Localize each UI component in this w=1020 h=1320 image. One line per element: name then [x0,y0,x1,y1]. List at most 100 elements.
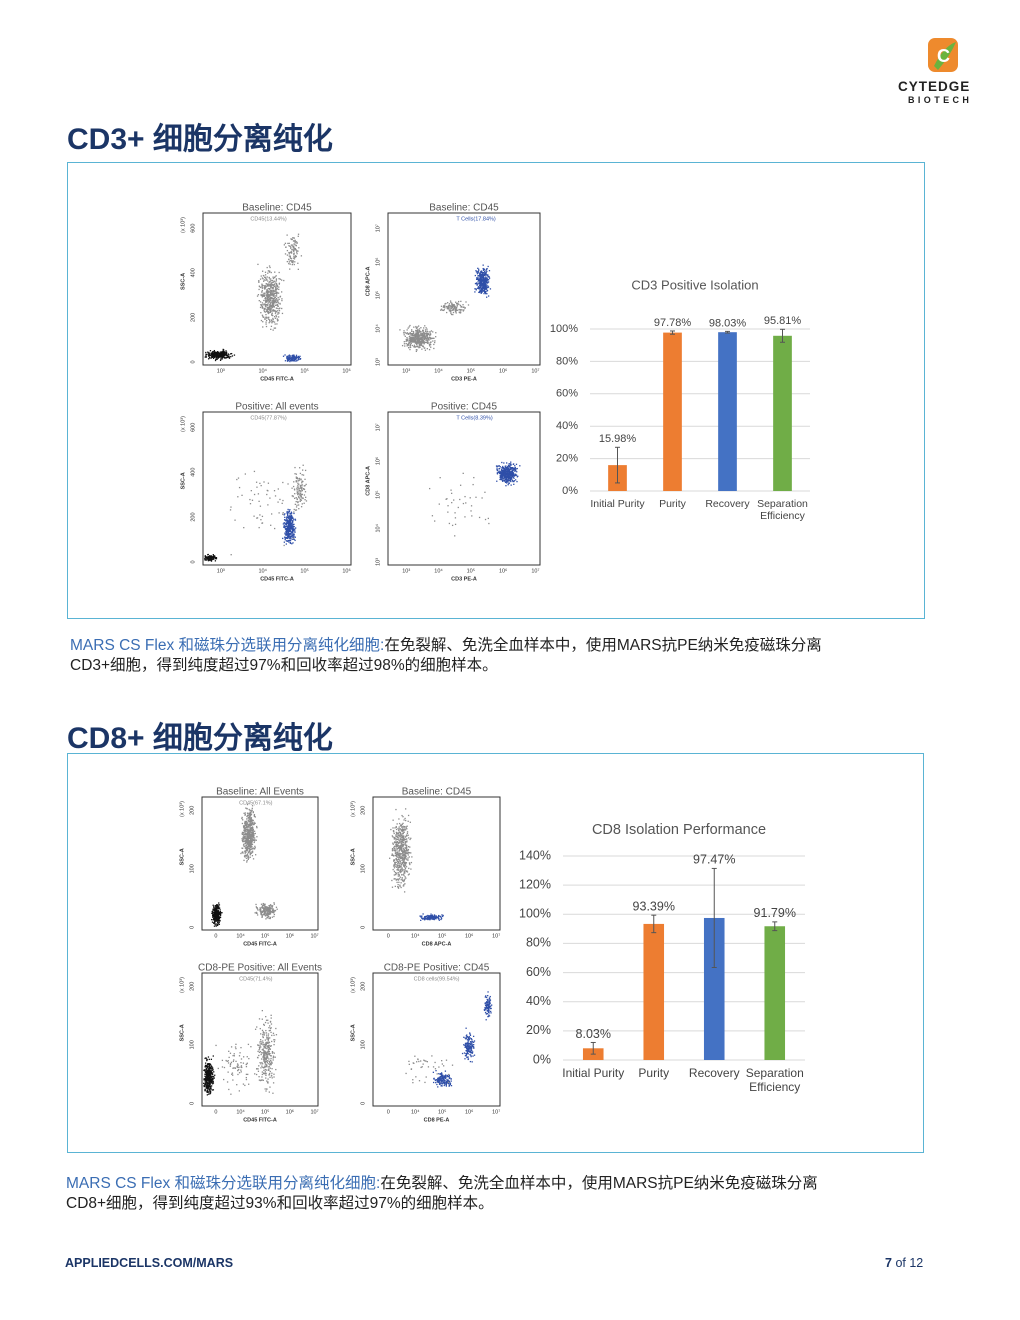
event-dot [507,481,509,483]
event-dot [414,342,416,344]
event-dot [276,291,278,293]
event-dot [295,241,298,243]
event-dot [219,913,222,915]
y-tick-label: 10⁵ [374,490,381,498]
bar [663,332,682,491]
event-dot [246,815,248,818]
event-dot [248,824,250,826]
x-tick-label: 10⁶ [499,567,507,574]
event-dot [513,469,516,471]
event-dot [215,911,218,913]
event-dot [279,498,281,501]
event-dot [479,273,481,275]
event-dot [273,301,275,304]
event-dot [290,531,293,533]
y-tick-label: 0 [360,926,366,929]
event-dot [406,847,408,849]
event-dot [290,516,293,518]
event-dot [403,864,405,867]
event-dot [447,307,450,309]
event-dot [221,355,224,357]
event-dot [477,287,479,289]
event-dot [265,913,267,915]
event-dot [248,825,250,827]
event-dot [487,275,489,278]
event-dot [414,339,416,341]
event-dot [250,846,252,848]
event-dot [397,875,399,877]
event-dot [272,300,275,302]
event-dot [217,923,219,926]
event-dot [214,909,216,911]
event-dot [214,920,217,922]
event-dot [264,288,266,290]
plot-title: Baseline: CD45 [402,787,472,798]
event-dot [482,287,484,289]
event-dot [419,335,421,337]
event-dot [485,278,487,280]
event-dot [496,469,499,472]
event-dot [404,861,406,864]
event-dot [483,284,486,286]
event-dot [216,917,218,919]
event-dot [207,358,210,360]
event-dot [407,332,409,335]
event-dot [247,846,249,848]
event-dot [289,245,291,248]
event-dot [434,520,436,522]
event-dot [256,912,258,914]
event-dot [238,486,241,489]
event-dot [423,337,425,339]
y-unit: (x 10³) [180,416,186,432]
event-dot [213,353,215,355]
event-dot [237,477,240,479]
event-dot [443,305,445,307]
event-dot [397,834,399,836]
event-dot [261,915,263,918]
y-tick-label: 100% [550,323,578,335]
event-dot [433,918,435,921]
event-dot [291,516,294,518]
event-dot [244,842,246,845]
event-dot [417,337,419,340]
event-dot [254,816,256,818]
event-dot [259,482,261,485]
event-dot [298,494,301,496]
event-dot [395,853,398,855]
event-dot [391,835,394,837]
event-dot [303,485,305,487]
event-dot [272,317,274,320]
event-dot [422,341,425,343]
event-dot [259,910,261,913]
event-dot [483,285,485,288]
event-dot [249,848,251,851]
event-dot [403,891,406,893]
event-dot [289,358,291,360]
event-dot [432,331,434,333]
event-dot [514,465,516,467]
event-dot [245,846,248,848]
event-dot [250,841,253,843]
event-dot [423,342,425,344]
event-dot [241,822,244,825]
event-dot [248,820,250,822]
event-dot [434,341,436,344]
event-dot [406,852,408,854]
x-tick-label: 0 [387,933,390,939]
event-dot [283,525,285,527]
event-dot [398,835,400,837]
event-dot [451,302,453,304]
event-dot [212,357,215,360]
event-dot [252,830,254,832]
event-dot [275,281,277,283]
event-dot [412,334,414,336]
event-dot [416,349,418,351]
event-dot [275,314,277,316]
event-dot [266,297,268,299]
event-dot [262,902,264,905]
event-dot [243,855,246,857]
event-dot [396,823,398,825]
event-dot [449,307,451,309]
event-dot [295,500,297,503]
event-dot [426,918,428,920]
